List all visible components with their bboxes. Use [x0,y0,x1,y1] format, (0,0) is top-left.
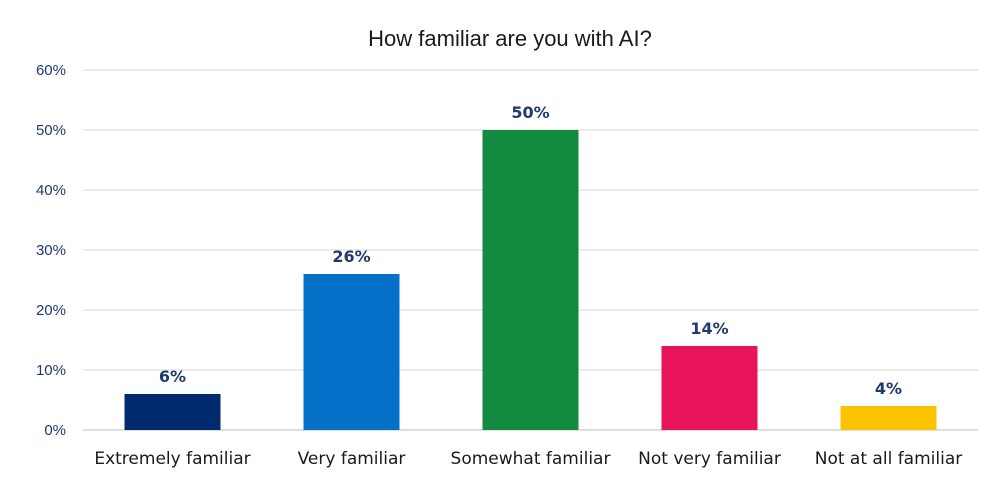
y-tick-label: 40% [36,182,66,199]
y-tick-label: 10% [36,362,66,379]
bar [482,130,579,430]
bar [124,394,221,430]
y-tick-label: 20% [36,302,66,319]
data-label: 14% [690,319,728,338]
x-tick-label: Somewhat familiar [451,449,611,469]
x-tick-label: Not very familiar [638,449,781,469]
data-label: 4% [875,379,902,398]
bar [840,406,937,430]
data-labels: 6% 26% 50% 14% 4% [159,103,902,398]
y-tick-label: 30% [36,242,66,259]
x-tick-label: Not at all familiar [815,449,962,469]
chart-title: How familiar are you with AI? [368,26,652,51]
x-axis-tick-labels: Extremely familiar Very familiar Somewhat … [94,449,962,469]
y-tick-label: 60% [36,62,66,79]
x-tick-label: Extremely familiar [94,449,250,469]
bar [303,274,400,430]
x-tick-label: Very familiar [298,449,406,469]
y-tick-label: 50% [36,122,66,139]
y-axis-tick-labels: 0% 10% 20% 30% 40% 50% 60% [36,62,66,439]
bars [124,130,937,430]
data-label: 26% [332,247,370,266]
data-label: 6% [159,367,186,386]
y-tick-label: 0% [44,422,66,439]
bar [661,346,758,430]
data-label: 50% [511,103,549,122]
